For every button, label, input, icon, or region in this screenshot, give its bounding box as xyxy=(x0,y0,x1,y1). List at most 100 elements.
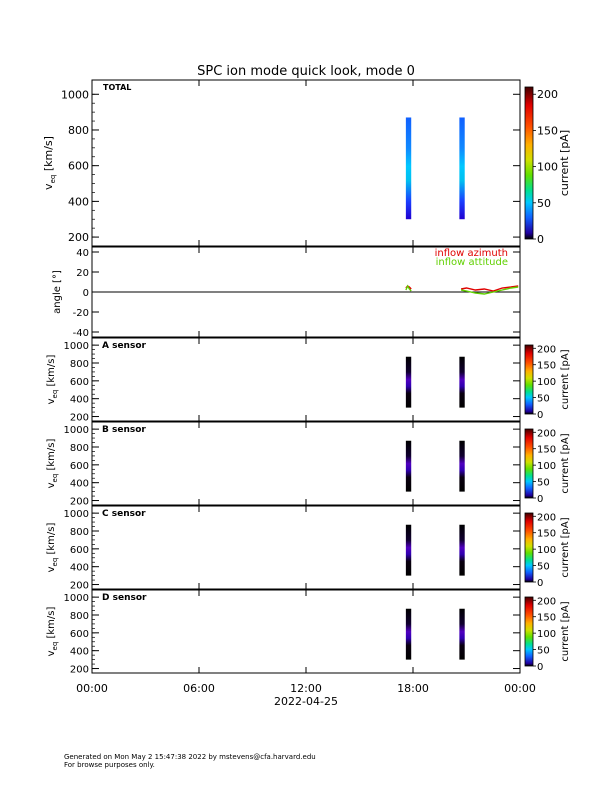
colorbar xyxy=(524,428,534,499)
y-tick-label: 800 xyxy=(68,124,89,137)
panel-frame xyxy=(91,589,521,674)
y-tick-label: 1000 xyxy=(64,509,89,520)
x-tick-label: 00:00 xyxy=(76,682,108,695)
y-axis-label: veq [km/s] xyxy=(46,607,59,657)
chart-title: SPC ion mode quick look, mode 0 xyxy=(197,64,415,79)
y-tick-label: 600 xyxy=(70,461,89,472)
panel-frame xyxy=(91,246,521,338)
colorbar-label: current [pA] xyxy=(560,517,571,577)
y-tick-label: 800 xyxy=(70,443,89,454)
colorbar-tick-label: 150 xyxy=(537,445,556,456)
heatmap-interval-2 xyxy=(459,524,465,576)
panel-frame xyxy=(91,421,521,506)
y-tick-label: 600 xyxy=(70,545,89,556)
colorbar-label: current [pA] xyxy=(560,433,571,493)
y-tick-label: 200 xyxy=(70,413,89,424)
panel-frame xyxy=(91,505,521,590)
colorbar-tick-label: 0 xyxy=(537,233,544,246)
y-tick-label: -20 xyxy=(73,308,89,319)
footer-note: Generated on Mon May 2 15:47:38 2022 by … xyxy=(64,753,316,769)
colorbar-tick-label: 0 xyxy=(537,494,543,505)
colorbar-label: current [pA] xyxy=(560,601,571,661)
y-tick-label: 1000 xyxy=(64,341,89,352)
date-label: 2022-04-25 xyxy=(274,695,338,708)
y-tick-label: 400 xyxy=(70,395,89,406)
panel-b-sensor: 200 400 600 800 1000 veq [km/s] B sensor 0 50 100… xyxy=(46,421,571,508)
y-axis-label: veq [km/s] xyxy=(46,439,59,489)
heatmap-interval-1 xyxy=(405,440,412,492)
colorbar-tick-label: 0 xyxy=(537,410,543,421)
legend-entry: inflow attitude xyxy=(436,257,508,268)
footer-line-1: Generated on Mon May 2 15:47:38 2022 by … xyxy=(64,753,316,761)
panel-label: B sensor xyxy=(102,425,146,435)
y-tick-label: 200 xyxy=(70,497,89,508)
y-tick-label: 1000 xyxy=(64,425,89,436)
colorbar-tick-label: 100 xyxy=(537,377,556,388)
y-tick-label: 400 xyxy=(70,647,89,658)
y-tick-label: 200 xyxy=(70,665,89,676)
y-tick-label: 20 xyxy=(76,268,89,279)
colorbar xyxy=(524,344,534,415)
colorbar-tick-label: 100 xyxy=(537,161,558,174)
colorbar-tick-label: 200 xyxy=(537,88,558,101)
x-tick-label: 00:00 xyxy=(504,682,536,695)
panel-frame xyxy=(91,337,521,422)
panel-a-sensor: 200 400 600 800 1000 veq [km/s] A sensor 0 50 100… xyxy=(46,337,571,424)
colorbar-tick-label: 100 xyxy=(537,545,556,556)
y-tick-label: 800 xyxy=(70,359,89,370)
panel-total: 200 400 600 800 1000 veq [km/s] TOTAL 0 50 100 150… xyxy=(42,79,571,247)
panel-label: C sensor xyxy=(102,509,146,519)
colorbar-label: current [pA] xyxy=(558,130,571,196)
y-axis-label: veq [km/s] xyxy=(46,355,59,405)
series-line-inflow-azimuth xyxy=(460,285,519,292)
heatmap-interval-2 xyxy=(459,608,465,660)
y-tick-label: 400 xyxy=(70,479,89,490)
colorbar-tick-label: 100 xyxy=(537,461,556,472)
colorbar-tick-label: 50 xyxy=(537,197,551,210)
legend-entry: inflow azimuth xyxy=(435,248,508,259)
panel-frame xyxy=(91,79,521,247)
colorbar-tick-label: 150 xyxy=(537,613,556,624)
colorbar xyxy=(524,512,534,583)
colorbar-tick-label: 150 xyxy=(537,124,558,137)
y-tick-label: 40 xyxy=(76,248,89,259)
colorbar-tick-label: 150 xyxy=(537,361,556,372)
colorbar-tick-label: 50 xyxy=(537,394,550,405)
panel-label: D sensor xyxy=(102,593,147,603)
heatmap-interval-2 xyxy=(459,117,465,220)
y-tick-label: 1000 xyxy=(61,88,89,101)
colorbar xyxy=(524,86,534,240)
y-tick-label: -40 xyxy=(73,328,89,339)
y-tick-label: 400 xyxy=(70,563,89,574)
panel-c-sensor: 200 400 600 800 1000 veq [km/s] C sensor 0 50 100… xyxy=(46,505,571,592)
heatmap-interval-1 xyxy=(405,356,412,408)
colorbar-tick-label: 200 xyxy=(537,344,556,355)
x-tick-label: 18:00 xyxy=(397,682,429,695)
colorbar-tick-label: 200 xyxy=(537,512,556,523)
colorbar xyxy=(524,596,534,667)
y-tick-label: 200 xyxy=(70,581,89,592)
x-tick-label: 12:00 xyxy=(290,682,322,695)
colorbar-tick-label: 200 xyxy=(537,428,556,439)
colorbar-tick-label: 200 xyxy=(537,596,556,607)
series-line-inflow-attitude xyxy=(405,284,412,292)
colorbar-tick-label: 50 xyxy=(537,562,550,573)
y-tick-label: 400 xyxy=(68,195,89,208)
colorbar-label: current [pA] xyxy=(560,349,571,409)
y-tick-label: 200 xyxy=(68,231,89,244)
colorbar-tick-label: 150 xyxy=(537,529,556,540)
colorbar-tick-label: 50 xyxy=(537,478,550,489)
y-tick-label: 800 xyxy=(70,611,89,622)
y-axis-label: veq [km/s] xyxy=(46,523,59,573)
series-line-inflow-attitude xyxy=(460,286,519,295)
y-tick-label: 600 xyxy=(70,629,89,640)
colorbar-tick-label: 0 xyxy=(537,662,543,673)
y-tick-label: 600 xyxy=(70,377,89,388)
x-tick-label: 06:00 xyxy=(183,682,215,695)
y-axis-label: angle [°] xyxy=(52,270,63,314)
heatmap-interval-1 xyxy=(405,117,412,220)
heatmap-interval-2 xyxy=(459,356,465,408)
panel-label: A sensor xyxy=(102,341,147,351)
